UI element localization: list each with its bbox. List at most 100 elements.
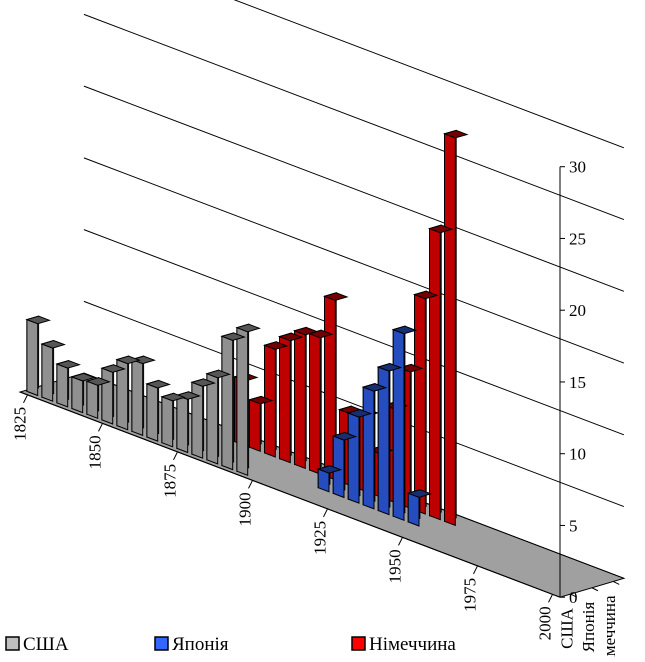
y-tick-label: 30: [569, 158, 586, 177]
bar-face-top: [277, 332, 304, 342]
legend-label: США: [23, 634, 69, 655]
bar-face-top: [115, 355, 141, 365]
bar-США-1890: [220, 332, 246, 471]
bar-face-front: [206, 372, 219, 465]
bar-США-1880: [190, 378, 216, 459]
bar-США-1830: [40, 339, 66, 402]
x-tick-label: 1825: [11, 407, 30, 441]
bar-face-front: [429, 227, 441, 521]
bar-face-top: [376, 362, 403, 372]
legend-label: Японія: [172, 634, 229, 655]
x-tick: [23, 394, 28, 404]
bar-face-front: [86, 380, 99, 420]
bar-face-front: [101, 367, 114, 425]
bar-face-front: [309, 332, 321, 475]
bar-face-top: [85, 377, 111, 386]
y-tick-label: 10: [569, 445, 586, 464]
gridline: [83, 300, 625, 508]
x-tick: [323, 508, 328, 518]
bar-face-top: [220, 332, 246, 341]
depth-tick: [613, 581, 620, 585]
bar-США-1895: [235, 323, 261, 477]
bar-face-top: [346, 408, 373, 418]
y-tick-label: 15: [569, 373, 586, 392]
x-tick-label: 1950: [386, 549, 405, 583]
bar-face-top: [55, 360, 81, 369]
bar-face-front: [71, 376, 84, 414]
bar-Японія-1920: [331, 431, 358, 499]
bar-Японія-1935: [376, 362, 403, 516]
bar-face-top: [70, 372, 96, 382]
bar-face-top: [160, 392, 186, 402]
bar-Японія-1915: [316, 464, 343, 493]
chart-labels: 0 5 10 15 20 25 30 1825 1850 1875 1900 1925 1950 1975…: [11, 158, 620, 662]
bar-face-front: [221, 335, 234, 471]
x-tick: [173, 451, 178, 461]
bar-Німеччина-1945: [427, 224, 454, 521]
bar-США-1840: [70, 372, 96, 414]
bar-США-1875: [175, 391, 201, 454]
bar-face-front: [362, 386, 375, 510]
bar-face-top: [247, 395, 274, 405]
depth-tick: [570, 593, 577, 598]
bar-face-top: [145, 379, 171, 389]
y-tick-label: 5: [569, 516, 578, 535]
y-tick-label: 20: [569, 301, 586, 320]
bar-США-1855: [115, 355, 141, 431]
bar-face-front: [279, 335, 291, 464]
bar-США-1865: [145, 379, 171, 442]
depth-tick-label: США: [558, 607, 577, 648]
bar-face-top: [427, 224, 454, 234]
bar-Німеччина-1950: [442, 129, 469, 527]
bar-face-front: [146, 383, 159, 442]
chart-bars: [25, 129, 469, 527]
bar-Німеччина-1890: [262, 341, 289, 458]
bar-face-top: [406, 489, 433, 498]
x-tick-label: 1925: [311, 521, 330, 555]
gridline: [233, 0, 625, 149]
bar-face-top: [442, 129, 469, 139]
bar-face-top: [25, 315, 51, 325]
bar-face-top: [205, 369, 231, 379]
bar-face-top: [331, 431, 358, 441]
bar-США-1835: [55, 359, 81, 408]
bar-face-top: [292, 326, 319, 336]
depth-tick-label: Японія: [579, 602, 598, 653]
legend-swatch: [351, 636, 366, 651]
x-tick-label: 1875: [161, 464, 180, 498]
bar-Німеччина-1910: [322, 292, 349, 481]
bar-face-top: [322, 292, 349, 301]
legend-swatch: [5, 636, 20, 651]
bar-face-front: [392, 328, 405, 522]
gridline: [83, 13, 625, 221]
bar-face-top: [391, 325, 418, 335]
bar-face-top: [412, 290, 439, 300]
x-axis-line: [19, 391, 561, 598]
bar-face-top: [262, 341, 289, 350]
x-tick-label: 1900: [236, 492, 255, 526]
bar-Японія-1940: [391, 325, 418, 522]
bar-face-front: [131, 358, 144, 437]
bar-face-front: [347, 412, 360, 504]
bar-face-top: [40, 339, 66, 349]
bar-face-front: [444, 133, 456, 527]
bar-face-top: [316, 465, 343, 474]
chart-walls: [18, 0, 626, 598]
depth-tick-label: Німеччина: [600, 595, 619, 657]
legend-swatch: [154, 636, 169, 651]
bar-face-top: [100, 364, 126, 373]
bar-США-1845: [85, 377, 111, 420]
bar-face-front: [407, 492, 420, 527]
bar-face-front: [236, 326, 249, 477]
bar-Німеччина-1885: [247, 395, 274, 453]
bar-Німеччина-1900: [292, 326, 319, 470]
x-tick: [98, 423, 103, 432]
bar-США-1860: [130, 355, 156, 437]
x-tick: [398, 537, 403, 546]
bar-face-front: [161, 396, 174, 448]
bar-Німеччина-1895: [277, 332, 304, 464]
legend-label: Німеччина: [369, 634, 456, 655]
bar-США-1825: [25, 315, 51, 397]
